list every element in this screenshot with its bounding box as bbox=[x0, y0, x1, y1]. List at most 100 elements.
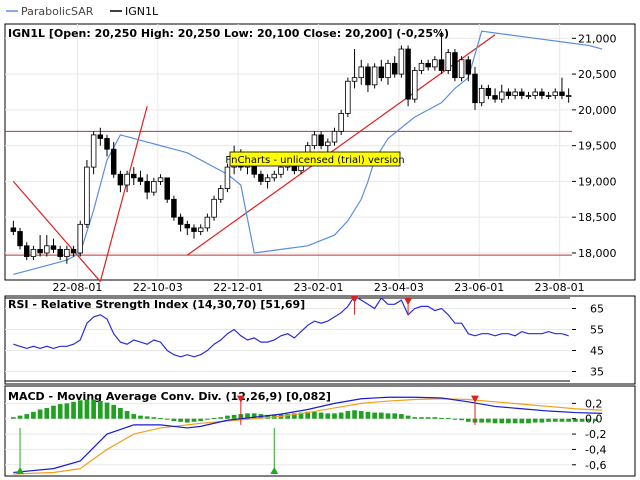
rsi-y-tick-label: 55 bbox=[590, 324, 604, 337]
macd-hist-bar bbox=[138, 415, 143, 419]
candle bbox=[472, 66, 478, 110]
candle bbox=[365, 63, 371, 92]
candle-body bbox=[144, 181, 150, 193]
candle bbox=[505, 88, 512, 100]
candle-body bbox=[418, 62, 425, 71]
candle-body bbox=[64, 248, 70, 257]
macd-hist-bar bbox=[546, 418, 551, 422]
macd-hist-bar bbox=[225, 415, 230, 419]
candle-body bbox=[545, 95, 552, 97]
legend-item-ign1l[interactable]: IGN1L bbox=[110, 5, 159, 18]
candle bbox=[164, 177, 170, 203]
candle bbox=[70, 245, 77, 257]
candle bbox=[432, 56, 438, 71]
candle-body bbox=[50, 245, 57, 250]
candle bbox=[171, 195, 177, 221]
candle bbox=[37, 235, 43, 257]
macd-hist-bar bbox=[405, 415, 411, 419]
price-x-tick-label: 23-08-01 bbox=[535, 281, 585, 294]
candle-body bbox=[532, 91, 538, 96]
candle-body bbox=[151, 181, 157, 193]
macd-hist-bar bbox=[104, 402, 110, 419]
candle bbox=[64, 245, 70, 264]
macd-hist-bar bbox=[17, 415, 23, 419]
macd-y-tick-label: -0,4 bbox=[585, 443, 606, 456]
candle-body bbox=[331, 130, 338, 143]
rsi-panel: RSI - Relative Strength Index (14,30,70)… bbox=[4, 295, 636, 385]
macd-hist-bar bbox=[77, 400, 83, 419]
candle-body bbox=[412, 70, 418, 100]
macd-hist-bar bbox=[91, 399, 96, 419]
macd-hist-bar bbox=[124, 411, 130, 419]
rsi-y-tick-label: 65 bbox=[590, 303, 604, 316]
candle bbox=[184, 220, 191, 236]
candle-body bbox=[325, 141, 331, 147]
candle bbox=[224, 163, 231, 193]
rsi-y-tick-label: 35 bbox=[590, 366, 604, 379]
candle bbox=[458, 56, 465, 82]
candle bbox=[418, 59, 425, 75]
candle bbox=[17, 227, 23, 250]
macd-hist-bar bbox=[526, 418, 531, 424]
price-x-tick-label: 22-10-03 bbox=[133, 281, 183, 294]
price-y-tick-label: 19,500 bbox=[578, 140, 617, 153]
macd-hist-bar bbox=[566, 418, 571, 422]
macd-histogram bbox=[11, 399, 598, 424]
candle-body bbox=[485, 87, 492, 96]
candle bbox=[197, 224, 204, 236]
watermark-text: FnCharts - unlicensed (trial) version bbox=[225, 155, 404, 166]
legend-item-sar[interactable]: ParabolicSAR bbox=[6, 5, 94, 18]
candle bbox=[204, 213, 211, 232]
candle bbox=[30, 245, 37, 261]
legend-bar: ParabolicSAR IGN1L bbox=[0, 0, 640, 24]
candle bbox=[478, 84, 485, 107]
rsi-y-axis: 35 45 55 65 bbox=[572, 303, 604, 379]
candle bbox=[412, 66, 418, 103]
legend-label-sar: ParabolicSAR bbox=[21, 5, 94, 18]
candle-body bbox=[30, 248, 37, 257]
candle-body bbox=[57, 248, 63, 257]
candle bbox=[445, 49, 451, 75]
macd-hist-bar bbox=[131, 414, 137, 419]
macd-hist-bar bbox=[305, 411, 311, 419]
candle-body bbox=[77, 223, 83, 254]
candle bbox=[345, 77, 351, 118]
macd-hist-bar bbox=[579, 418, 585, 422]
candle-body bbox=[365, 66, 371, 86]
macd-hist-bar bbox=[358, 411, 364, 419]
macd-hist-bar bbox=[325, 413, 331, 419]
trend-line bbox=[12, 181, 101, 282]
macd-hist-bar bbox=[573, 418, 578, 422]
macd-hist-bar bbox=[432, 417, 438, 419]
candle bbox=[452, 49, 458, 82]
candle-body bbox=[519, 91, 525, 96]
candle-body bbox=[391, 62, 398, 75]
candle bbox=[151, 177, 157, 196]
price-y-tick-label: 21,000 bbox=[578, 32, 617, 45]
candle bbox=[519, 88, 525, 100]
candle-body bbox=[131, 173, 137, 179]
macd-hist-bar bbox=[164, 418, 170, 420]
candle-body bbox=[278, 166, 284, 175]
candle bbox=[110, 142, 117, 178]
candle-body bbox=[23, 245, 30, 257]
price-y-tick-label: 20,500 bbox=[578, 68, 617, 81]
macd-hist-bar bbox=[44, 407, 50, 419]
candle-body bbox=[478, 87, 485, 104]
macd-hist-bar bbox=[251, 413, 257, 419]
level-lines bbox=[5, 130, 572, 256]
macd-hist-bar bbox=[64, 403, 70, 419]
macd-hist-bar bbox=[218, 417, 224, 419]
candle-body bbox=[499, 91, 505, 100]
macd-hist-bar bbox=[378, 412, 384, 419]
macd-hist-bar bbox=[459, 418, 464, 421]
price-y-tick-label: 18,000 bbox=[578, 247, 617, 260]
candle-body bbox=[90, 134, 97, 168]
macd-hist-bar bbox=[593, 418, 598, 422]
macd-hist-bar bbox=[385, 413, 391, 419]
candle-body bbox=[37, 248, 43, 254]
macd-panel: MACD - Moving Average Conv. Div. (12,26,… bbox=[4, 385, 636, 477]
candle-body bbox=[224, 166, 231, 189]
candle bbox=[77, 220, 83, 257]
macd-hist-bar bbox=[559, 418, 565, 422]
